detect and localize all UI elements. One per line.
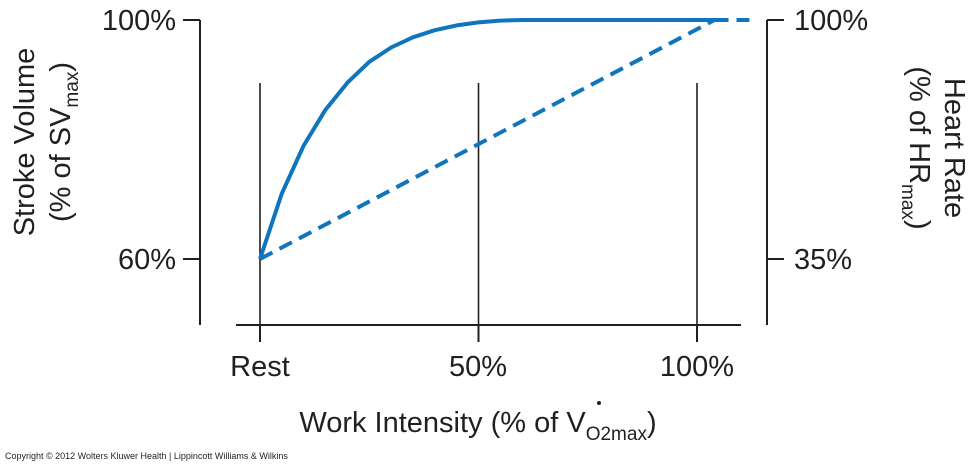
x-tick-label-100: 100% [660,351,734,383]
series-line-stroke-volume [258,18,719,260]
right-axis-title-line1: Heart Rate [938,78,970,218]
vo2-symbol: V [566,407,586,439]
x-axis-title: Work Intensity (% of VO2max) [299,407,656,445]
x-tick-label-50: 50% [449,351,507,383]
gridlines [259,83,698,325]
vo2-dot-accent [597,401,601,405]
left-axis-title-line1: Stroke Volume [9,48,41,237]
series-line-heart-rate [259,18,716,261]
copyright-notice: Copyright © 2012 Wolters Kluwer Health |… [5,451,288,461]
x-ticks [259,325,698,342]
right-axis-title-line2: (% of HRmax) [897,66,935,229]
left-tick-label-60: 60% [118,244,176,276]
right-tick-label-35: 35% [794,244,852,276]
left-axis-title-line2: (% of SVmax) [45,62,83,222]
series-group [258,18,750,261]
x-tick-label-rest: Rest [230,351,290,383]
right-tick-label-100: 100% [794,5,868,37]
left-tick-label-100: 100% [102,5,176,37]
